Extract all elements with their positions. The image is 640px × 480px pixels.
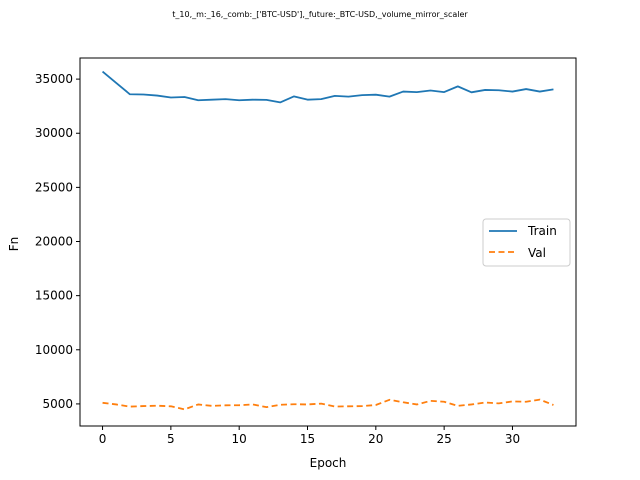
x-tick-label: 30	[505, 432, 520, 446]
series-line-train	[101, 70, 554, 104]
legend-label-val: Val	[528, 246, 546, 260]
legend-label-train: Train	[527, 224, 557, 238]
x-tick-label: 0	[99, 432, 107, 446]
y-tick-label: 25000	[35, 180, 73, 194]
x-tick-label: 10	[232, 432, 247, 446]
y-tick-label: 15000	[35, 289, 73, 303]
y-tick-label: 30000	[35, 126, 73, 140]
legend-frame	[482, 218, 571, 267]
x-tick-label: 5	[167, 432, 175, 446]
y-axis-label: Fn	[7, 237, 21, 252]
y-tick-label: 20000	[35, 235, 73, 249]
y-tick-label: 35000	[35, 72, 73, 86]
plot-area: 0 5 10 15 20 25 30 5000 10000 15000 20000 25000 3000…	[35, 57, 577, 446]
x-tick-label: 15	[300, 432, 315, 446]
x-tick-label: 20	[368, 432, 383, 446]
y-tick-label: 10000	[35, 343, 73, 357]
x-tick-label: 25	[437, 432, 452, 446]
chart-title: t_10,_m:_16,_comb:_['BTC-USD'],_future:_…	[172, 10, 468, 19]
x-axis-label: Epoch	[310, 456, 347, 470]
legend: Train Val	[482, 218, 571, 267]
y-tick-label: 5000	[42, 397, 73, 411]
series-line-val	[102, 398, 554, 411]
